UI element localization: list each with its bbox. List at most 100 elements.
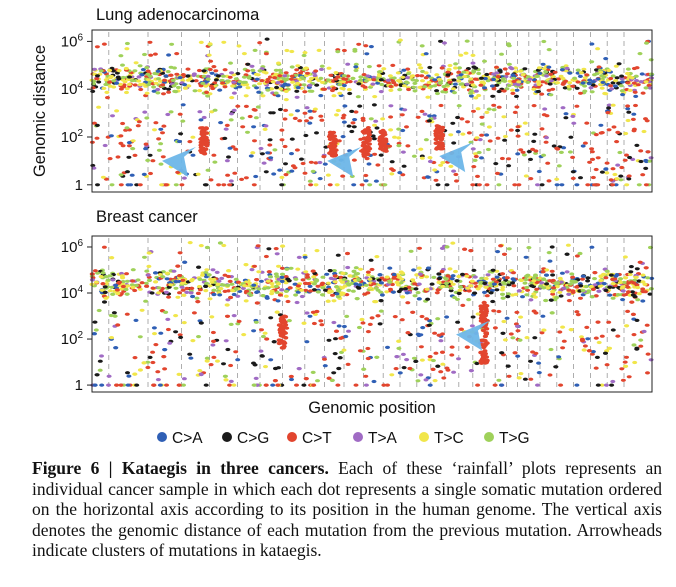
mutation-point [432,331,438,335]
mutation-point [626,177,632,181]
mutation-point [504,316,510,320]
mutation-point [258,146,264,151]
mutation-point [123,66,129,71]
mutation-point [161,124,167,128]
mutation-point [251,125,257,129]
mutation-point [148,53,154,57]
mutation-point [272,148,278,152]
mutation-point [501,77,506,81]
mutation-point [491,309,497,313]
mutation-point [299,288,304,292]
mutation-point [405,301,411,305]
mutation-point [437,276,442,281]
mutation-point [177,112,183,116]
mutation-point [510,336,516,340]
mutation-point [289,49,295,54]
mutation-point [140,82,146,86]
mutation-point [363,44,369,48]
mutation-point [235,358,241,362]
mutation-point [241,52,247,56]
mutation-point [435,183,441,187]
mutation-point [102,300,107,304]
mutation-point [622,360,628,364]
mutation-point [231,108,237,112]
mutation-point [632,360,638,365]
mutation-point [568,135,574,139]
legend-swatch [353,432,363,442]
mutation-point [590,157,596,161]
mutation-point [211,339,217,343]
x-axis-label: Genomic position [308,399,435,417]
mutation-point [143,142,149,146]
mutation-point [181,321,187,325]
mutation-point [130,285,136,289]
mutation-point [120,144,126,148]
mutation-point [243,94,249,98]
mutation-point [320,286,326,290]
mutation-point [453,66,458,70]
mutation-point [135,278,141,282]
mutation-point [494,275,500,279]
y-tick-label: 102 [61,330,84,348]
mutation-point [430,358,436,363]
mutation-point [153,271,158,275]
mutation-point [458,53,464,57]
mutation-point [577,74,583,78]
mutation-point [145,69,151,73]
mutation-point [271,340,277,344]
mutation-point [470,61,476,65]
mutation-point [559,183,565,187]
mutation-point [627,88,633,92]
mutation-point [148,171,153,176]
cluster-point [483,331,489,336]
mutation-point [206,53,212,57]
mutation-point [631,333,637,337]
mutation-point [455,115,461,120]
mutation-point [451,169,457,173]
mutation-point [535,183,540,187]
mutation-point [648,156,654,160]
mutation-point [153,343,159,347]
cluster-point [380,128,386,133]
mutation-point [139,281,145,285]
mutation-point [517,69,523,73]
mutation-point [589,352,595,356]
mutation-point [372,95,378,99]
mutation-point [111,311,117,315]
mutation-point [624,153,629,157]
mutation-point [220,81,226,85]
mutation-point [492,383,498,387]
mutation-point [253,116,259,120]
mutation-point [371,78,377,82]
mutation-point [528,177,534,181]
cluster-point [378,135,384,139]
mutation-point [427,114,433,118]
mutation-point [203,270,209,275]
cluster-point [365,131,371,135]
mutation-point [441,376,447,380]
mutation-point [606,68,612,73]
mutation-point [476,93,482,98]
kataegis-cluster [377,128,389,153]
mutation-point [555,81,561,85]
mutation-point [635,298,641,302]
mutation-point [119,271,124,276]
mutation-point [145,365,151,370]
mutation-point [470,147,476,151]
mutation-point [275,383,281,387]
mutation-point [638,159,644,164]
mutation-point [512,351,518,355]
mutation-point [201,115,207,120]
mutation-point [560,325,566,329]
mutation-point [644,41,649,45]
mutation-point [228,179,234,183]
mutation-point [587,160,593,164]
mutation-point [164,183,169,187]
mutation-point [327,289,333,293]
mutation-point [447,267,453,271]
mutation-point [373,179,379,183]
mutation-point [166,53,172,57]
mutation-point [343,334,349,339]
mutation-point [162,78,168,82]
